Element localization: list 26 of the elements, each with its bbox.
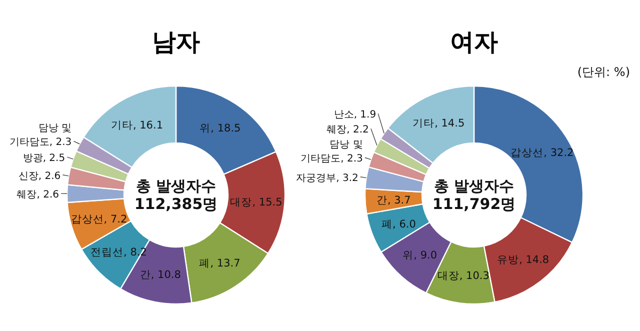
slice-label: 유방, 14.8 [497,254,550,266]
slice-label: 기타, 16.1 [110,120,164,132]
slice-label: 췌장, 2.2 [326,124,369,136]
slice-label: 위, 9.0 [402,250,438,262]
slice-label: 위, 18.5 [200,122,241,135]
slice-label: 폐, 6.0 [382,218,416,231]
text: 총 발생자수 112,385명 [134,177,218,213]
slice-label: 갑상선, 7.2 [70,213,128,226]
chart-title: 남자 [152,28,200,56]
slice-label: 갑상선, 32.2 [510,147,574,160]
chart-title: 여자 [450,28,498,56]
slice-label: 담낭 및 기타담도, 2.3 [9,123,72,148]
slice-label: 방광, 2.5 [22,153,66,164]
text: (단위: %) [577,65,630,79]
slice-label: 간, 3.7 [376,194,411,207]
slice-label: 간, 10.8 [140,268,181,281]
slice-label: 담낭 및 기타담도, 2.3 [300,140,363,165]
slice-label: 자궁경부, 3.2 [296,172,358,184]
slice-label: 난소, 1.9 [334,110,376,121]
text: 총 발생자수 111,792명 [432,177,516,213]
slice-label: 대장, 15.5 [230,196,282,208]
slice-label: 대장, 10.3 [437,270,490,282]
slice-label: 폐, 13.7 [199,258,240,270]
slice-label: 신장, 2.6 [18,170,61,182]
slice-label: 췌장, 2.6 [16,190,60,201]
slice-label: 기타, 14.5 [412,118,465,130]
